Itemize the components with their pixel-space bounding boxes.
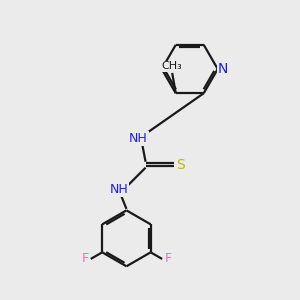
Text: S: S xyxy=(176,158,184,172)
Text: NH: NH xyxy=(129,132,148,145)
Text: F: F xyxy=(81,252,88,266)
Text: NH: NH xyxy=(110,183,128,196)
Text: CH₃: CH₃ xyxy=(162,61,183,71)
Text: F: F xyxy=(164,252,172,266)
Text: N: N xyxy=(218,62,228,76)
